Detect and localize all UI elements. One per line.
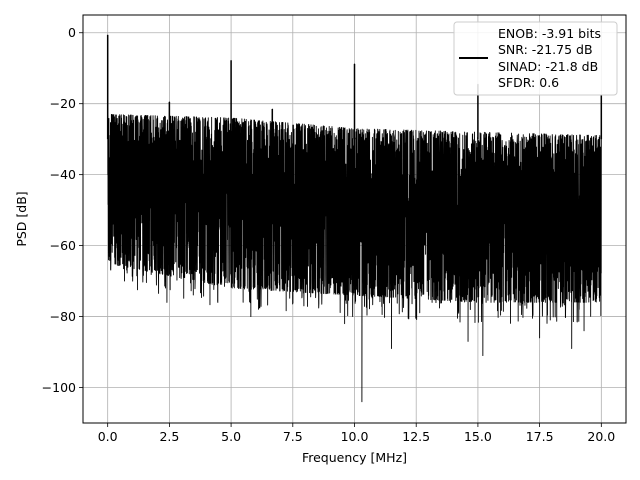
y-tick-label: −20 [50,96,76,111]
legend-line-3: SINAD: -21.8 dB [498,59,598,74]
y-tick-label: 0 [68,25,76,40]
x-tick-label: 12.5 [402,429,430,444]
legend: ENOB: -3.91 bits SNR: -21.75 dB SINAD: -… [453,21,618,96]
psd-series [106,34,603,403]
legend-line-1: ENOB: -3.91 bits [498,26,601,41]
x-tick-label: 5.0 [221,429,241,444]
x-tick-label: 7.5 [283,429,303,444]
y-axis-ticks: 0 −20 −40 −60 −80 −100 [42,25,83,395]
x-axis-label: Frequency [MHz] [302,450,407,465]
x-tick-label: 15.0 [464,429,492,444]
y-axis-label: PSD [dB] [14,191,29,246]
legend-line-2: SNR: -21.75 dB [498,42,593,57]
legend-line-4: SFDR: 0.6 [498,75,559,90]
x-tick-label: 0.0 [98,429,118,444]
x-tick-label: 2.5 [159,429,179,444]
x-tick-label: 20.0 [587,429,615,444]
x-tick-label: 17.5 [526,429,554,444]
y-tick-label: −100 [42,380,76,395]
y-tick-label: −40 [50,167,76,182]
x-tick-label: 10.0 [341,429,369,444]
legend-box [453,21,618,96]
x-axis-ticks: 0.0 2.5 5.0 7.5 10.0 12.5 15.0 17.5 20.0 [98,423,615,444]
y-tick-label: −80 [50,309,76,324]
y-tick-label: −60 [50,238,76,253]
